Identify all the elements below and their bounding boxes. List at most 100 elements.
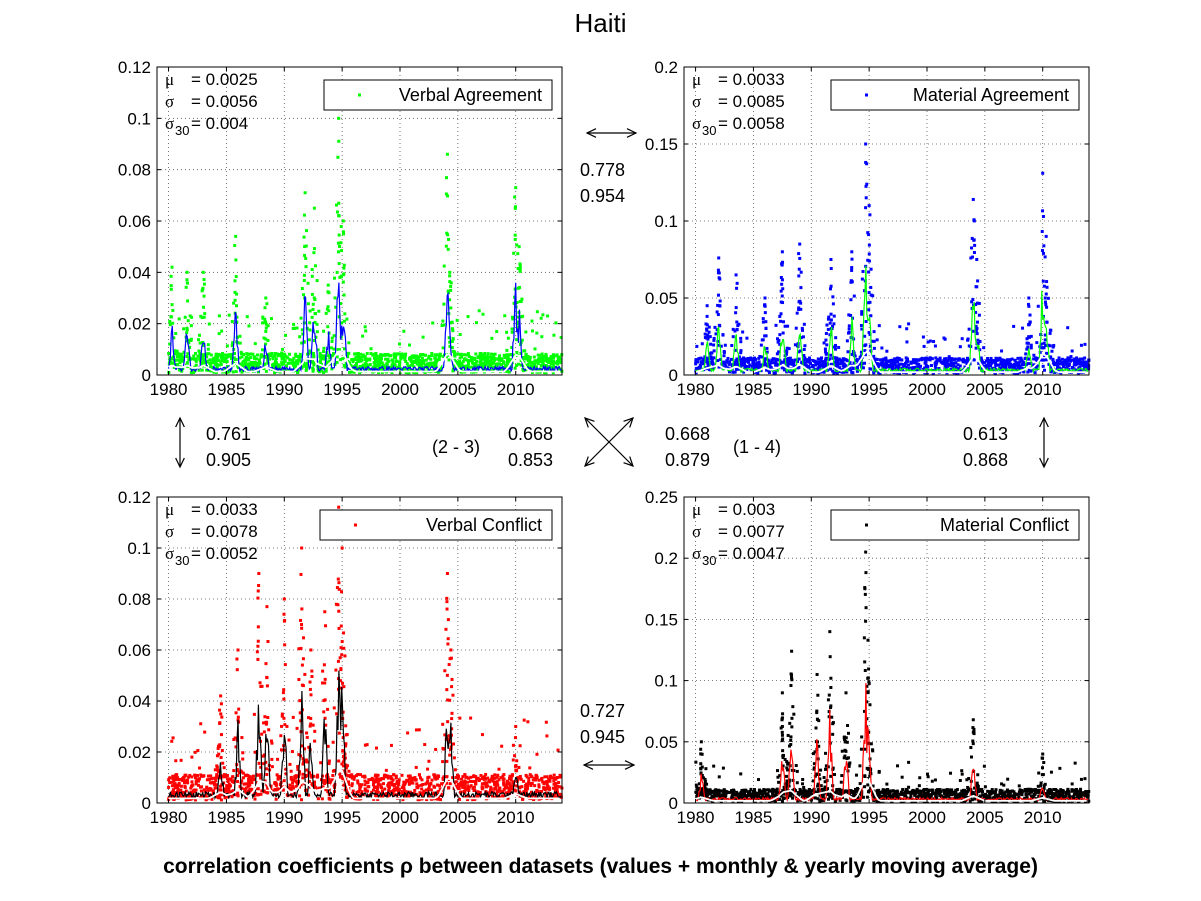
data-point	[169, 315, 173, 319]
data-point	[892, 362, 896, 366]
data-point	[991, 367, 995, 371]
legend-frame	[830, 79, 1080, 111]
data-point	[397, 781, 401, 785]
data-point	[324, 624, 328, 628]
data-point	[850, 352, 854, 356]
data-point	[204, 795, 208, 799]
data-point	[947, 788, 951, 792]
data-point	[779, 300, 783, 304]
data-point	[433, 776, 437, 780]
data-point	[284, 767, 288, 771]
data-point	[1026, 302, 1030, 306]
data-point	[554, 782, 558, 786]
data-point	[712, 349, 716, 353]
data-point	[286, 361, 290, 365]
data-point	[410, 361, 414, 365]
data-point	[213, 358, 217, 362]
data-point	[1057, 366, 1061, 370]
data-point	[334, 602, 338, 606]
data-point	[300, 626, 304, 630]
data-point	[859, 350, 863, 354]
data-point	[338, 772, 342, 776]
data-point	[838, 366, 842, 370]
data-point	[877, 324, 881, 328]
data-point	[514, 364, 518, 368]
data-point	[193, 788, 197, 792]
y-tick-label: 0.08	[118, 161, 151, 180]
legend-box: Material Agreement	[830, 79, 1080, 111]
y-tick-label: 0	[142, 794, 151, 813]
data-point	[749, 787, 753, 791]
data-point	[389, 743, 393, 747]
data-point	[511, 317, 515, 321]
data-point	[549, 362, 553, 366]
sigma30-symbol: σ	[165, 114, 174, 133]
data-point	[277, 364, 281, 368]
data-point	[986, 365, 990, 369]
data-point	[722, 360, 726, 364]
data-point	[974, 310, 978, 314]
data-point	[318, 360, 322, 364]
data-point	[998, 366, 1002, 370]
data-point	[1000, 349, 1004, 353]
data-point	[445, 596, 449, 600]
data-point	[276, 787, 280, 791]
data-point	[324, 366, 328, 370]
data-point	[467, 776, 471, 780]
sigma-value: = 0.0056	[191, 92, 258, 111]
data-point	[210, 777, 214, 781]
data-point	[1034, 358, 1038, 362]
data-point	[725, 359, 729, 363]
data-point	[744, 364, 748, 368]
data-point	[846, 331, 850, 335]
data-point	[328, 781, 332, 785]
data-point	[234, 357, 238, 361]
data-point	[764, 320, 768, 324]
data-point	[432, 773, 436, 777]
y-tick-label: 0.06	[118, 212, 151, 231]
data-point	[407, 777, 411, 781]
data-point	[405, 778, 409, 782]
data-point	[1021, 369, 1025, 373]
data-point	[756, 364, 760, 368]
data-point	[525, 775, 529, 779]
data-point	[443, 733, 447, 737]
data-point	[763, 363, 767, 367]
data-point	[975, 258, 979, 261]
data-point	[930, 357, 934, 361]
data-point	[736, 362, 740, 366]
data-point	[1025, 337, 1029, 341]
data-point	[1058, 359, 1062, 363]
data-point	[823, 361, 827, 365]
data-point	[330, 778, 334, 782]
data-point	[300, 341, 304, 345]
data-point	[780, 282, 784, 286]
data-point	[188, 345, 192, 349]
data-point	[847, 367, 851, 371]
data-point	[1065, 360, 1069, 364]
data-point	[543, 780, 547, 784]
data-point	[723, 343, 727, 347]
data-point	[310, 292, 314, 296]
data-point	[486, 361, 490, 365]
data-point	[797, 306, 801, 310]
data-point	[271, 357, 275, 361]
data-point	[409, 356, 413, 360]
data-point	[324, 788, 328, 792]
data-point	[420, 356, 424, 360]
data-point	[827, 357, 831, 361]
data-point	[257, 572, 261, 575]
data-point	[328, 362, 332, 366]
data-point	[299, 316, 303, 320]
data-point	[252, 794, 256, 798]
data-point	[495, 775, 499, 779]
data-point	[506, 786, 510, 790]
data-point	[414, 354, 418, 358]
data-point	[397, 364, 401, 368]
data-point	[234, 711, 238, 715]
data-point	[476, 790, 480, 794]
data-point	[958, 364, 962, 368]
data-point	[247, 777, 251, 781]
data-point	[546, 785, 550, 789]
